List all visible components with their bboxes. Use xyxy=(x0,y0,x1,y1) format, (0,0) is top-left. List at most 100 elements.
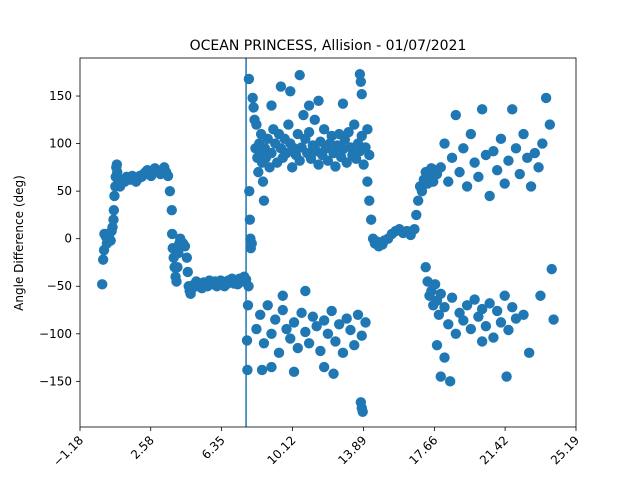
data-point xyxy=(281,147,292,159)
data-point xyxy=(357,406,368,417)
data-point xyxy=(330,336,341,347)
data-point xyxy=(107,222,118,233)
data-point xyxy=(362,124,373,135)
data-point xyxy=(495,317,507,328)
data-point xyxy=(503,155,514,166)
data-point xyxy=(529,147,541,159)
data-point xyxy=(435,162,446,173)
data-point xyxy=(283,119,294,130)
axes xyxy=(79,57,577,428)
data-point xyxy=(412,195,424,206)
data-point xyxy=(288,366,300,378)
data-point xyxy=(341,157,352,168)
data-points xyxy=(96,68,559,417)
y-tick-label: 0 xyxy=(64,232,72,246)
data-point xyxy=(112,166,123,178)
data-point xyxy=(108,204,120,216)
data-point xyxy=(241,335,253,346)
data-point xyxy=(286,162,298,173)
data-point xyxy=(446,292,458,303)
data-point xyxy=(358,159,369,170)
data-point xyxy=(354,68,366,80)
data-point xyxy=(523,347,535,359)
data-point xyxy=(242,364,253,376)
data-point xyxy=(179,241,191,252)
data-point xyxy=(164,185,176,197)
data-point xyxy=(364,195,375,206)
data-point xyxy=(262,300,273,311)
data-point xyxy=(501,371,512,382)
y-axis-label: Angle Difference (deg) xyxy=(12,175,26,311)
data-point xyxy=(281,323,292,335)
data-point xyxy=(356,88,367,100)
data-point xyxy=(251,323,262,335)
data-point xyxy=(257,176,269,187)
data-point xyxy=(484,190,495,202)
data-point xyxy=(248,102,259,113)
y-tick-label: −100 xyxy=(39,327,72,341)
data-point xyxy=(420,262,431,273)
data-point xyxy=(439,301,450,313)
data-point xyxy=(337,98,349,109)
data-point xyxy=(277,290,288,301)
data-point xyxy=(364,149,375,161)
data-point xyxy=(469,294,480,305)
data-point xyxy=(433,309,445,320)
data-point xyxy=(499,178,510,189)
data-point xyxy=(242,300,254,311)
data-point xyxy=(244,214,256,225)
data-point xyxy=(251,119,262,130)
data-point xyxy=(109,190,120,202)
data-point xyxy=(429,279,441,290)
data-point xyxy=(476,336,488,347)
data-point xyxy=(307,311,319,322)
data-point xyxy=(491,165,503,176)
data-point xyxy=(439,352,450,363)
data-point xyxy=(360,317,371,328)
data-point xyxy=(465,128,477,140)
data-point xyxy=(181,252,193,263)
data-point xyxy=(465,323,477,335)
data-point xyxy=(345,324,356,336)
data-point xyxy=(461,300,473,311)
data-point xyxy=(458,143,469,154)
data-point xyxy=(292,128,304,140)
data-point xyxy=(341,313,352,324)
data-point xyxy=(173,247,184,259)
data-point xyxy=(258,338,270,349)
plot-frame xyxy=(79,57,577,428)
data-point xyxy=(111,159,123,170)
data-point xyxy=(355,76,367,87)
data-point xyxy=(171,276,182,287)
data-point xyxy=(495,133,507,145)
data-point xyxy=(469,157,480,168)
data-point xyxy=(322,155,334,166)
data-point xyxy=(446,152,458,164)
data-point xyxy=(105,235,116,246)
data-point xyxy=(322,328,334,339)
data-point xyxy=(266,328,277,339)
data-point xyxy=(285,86,296,97)
data-point xyxy=(275,81,287,92)
data-point xyxy=(518,309,529,320)
data-point xyxy=(507,301,518,313)
data-point xyxy=(318,315,330,326)
data-point xyxy=(476,104,488,115)
data-point xyxy=(266,100,277,111)
data-point xyxy=(533,162,544,173)
data-point xyxy=(298,109,309,121)
data-point xyxy=(450,109,462,121)
data-point xyxy=(450,328,462,339)
data-point xyxy=(294,155,305,166)
data-point xyxy=(362,176,373,187)
data-point xyxy=(365,214,377,225)
data-point xyxy=(461,181,473,192)
data-point xyxy=(313,95,324,106)
data-point xyxy=(443,319,454,330)
data-point xyxy=(330,161,341,172)
data-point xyxy=(525,181,537,192)
data-point xyxy=(473,171,484,183)
data-point xyxy=(439,138,450,149)
data-point xyxy=(266,147,277,159)
